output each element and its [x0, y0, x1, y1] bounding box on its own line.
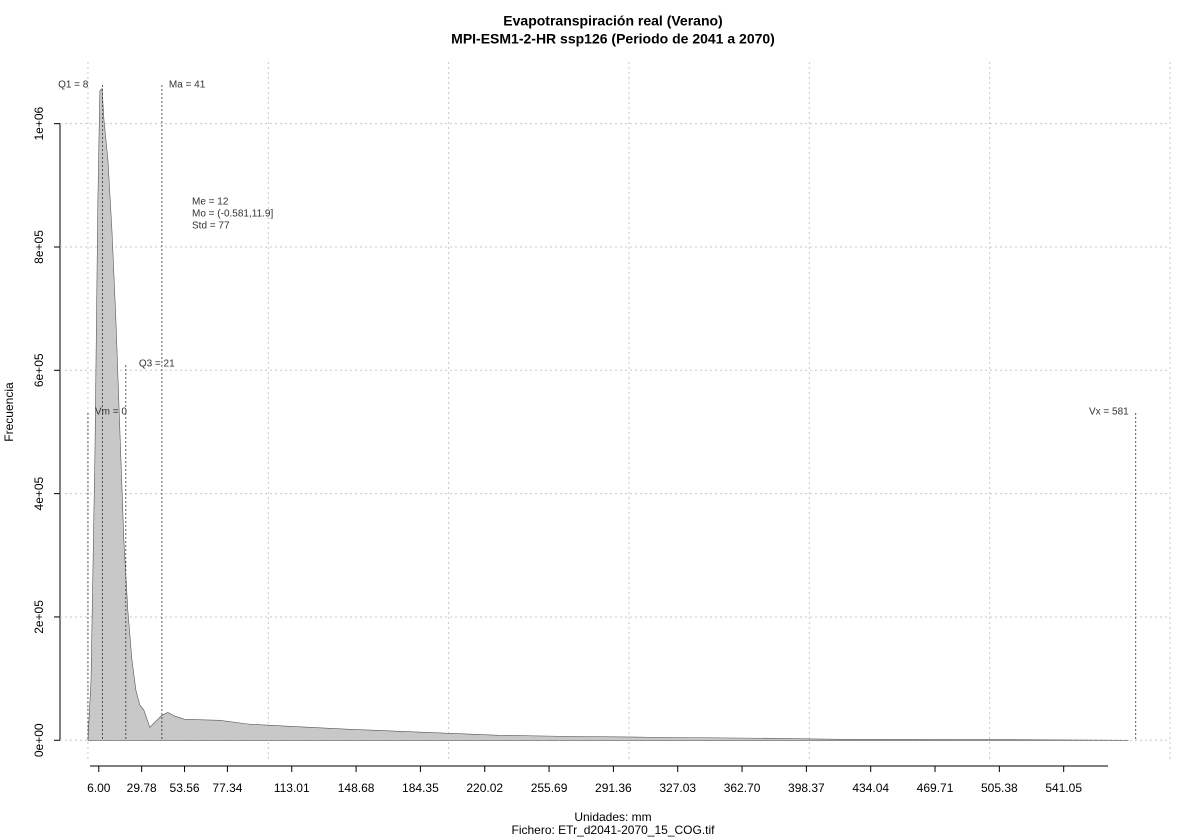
- chart-subtitle: MPI-ESM1-2-HR ssp126 (Periodo de 2041 a …: [451, 31, 775, 47]
- stats-text: Mo = (-0.581,11.9]: [192, 209, 273, 220]
- x-tick-label: 469.71: [917, 781, 954, 795]
- x-tick-label: 184.35: [402, 781, 439, 795]
- y-tick-label: 1e+06: [32, 106, 46, 140]
- x-axis-label: Unidades: mm: [574, 810, 651, 824]
- stat-label: Q3 = 21: [139, 359, 175, 370]
- y-tick-label: 0e+00: [32, 723, 46, 757]
- chart-title: Evapotranspiración real (Verano): [503, 13, 722, 29]
- x-tick-label: 6.00: [87, 781, 111, 795]
- x-tick-label: 434.04: [852, 781, 889, 795]
- stats-text: Std = 77: [192, 221, 230, 232]
- stats-text: Me = 12: [192, 197, 229, 208]
- x-tick-label: 291.36: [595, 781, 632, 795]
- density-area: [87, 87, 1129, 741]
- x-tick-label: 29.78: [127, 781, 157, 795]
- y-tick-label: 8e+05: [32, 230, 46, 264]
- x-tick-label: 255.69: [531, 781, 568, 795]
- x-tick-label: 113.01: [274, 781, 310, 795]
- x-tick-label: 541.05: [1045, 781, 1082, 795]
- x-tick-label: 148.68: [338, 781, 375, 795]
- stat-label: Vm = 0: [95, 407, 127, 418]
- stat-label: Vx = 581: [1089, 407, 1129, 418]
- x-tick-label: 53.56: [170, 781, 200, 795]
- x-tick-label: 362.70: [724, 781, 761, 795]
- y-axis-label: Frecuencia: [2, 382, 16, 442]
- x-tick-label: 327.03: [659, 781, 696, 795]
- x-tick-label: 220.02: [466, 781, 503, 795]
- x-tick-label: 77.34: [212, 781, 242, 795]
- stat-label: Q1 = 8: [58, 80, 89, 91]
- x-tick-label: 505.38: [981, 781, 1018, 795]
- x-tick-label: 398.37: [788, 781, 825, 795]
- y-tick-label: 6e+05: [32, 353, 46, 387]
- stat-label: Ma = 41: [169, 80, 206, 91]
- y-tick-label: 2e+05: [32, 600, 46, 634]
- file-label: Fichero: ETr_d2041-2070_15_COG.tif: [512, 823, 716, 837]
- y-tick-label: 4e+05: [32, 476, 46, 510]
